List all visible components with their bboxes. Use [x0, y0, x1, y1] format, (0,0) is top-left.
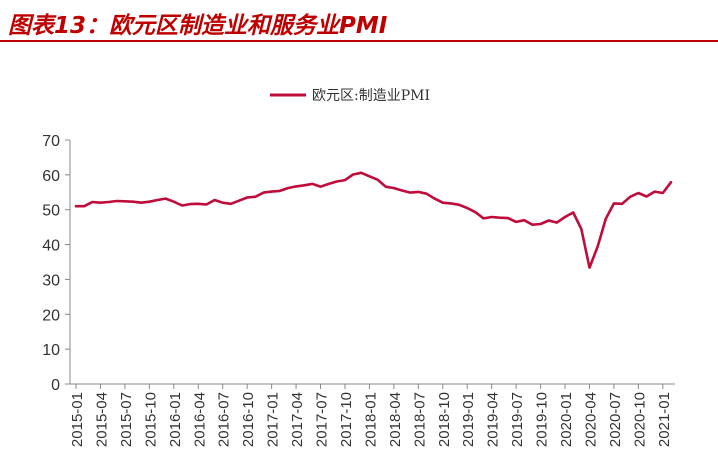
x-tick-label: 2016-01: [167, 392, 184, 447]
x-tick-label: 2017-10: [338, 392, 355, 447]
x-tick-label: 2018-01: [362, 392, 379, 447]
figure-title: 图表13：欧元区制造业和服务业PMI: [8, 13, 388, 39]
x-tick-label: 2019-04: [485, 392, 502, 447]
y-tick-label: 30: [42, 272, 60, 289]
y-tick-label: 40: [42, 238, 60, 255]
x-tick-label: 2018-04: [387, 392, 404, 447]
y-axis: 0 10 20 30 40 50 60 70: [42, 133, 71, 394]
x-tick-label: 2015-04: [93, 392, 110, 447]
y-tick-label: 50: [42, 203, 60, 220]
x-tick-label: 2015-01: [69, 392, 86, 447]
x-tick-label: 2017-04: [289, 392, 306, 447]
x-axis: 2015-01 2015-04 2015-07 2015-10 2016-01 2016-…: [69, 383, 675, 447]
y-tick-label: 20: [42, 307, 60, 324]
y-tick-label: 10: [42, 342, 60, 359]
x-tick-label: 2019-10: [534, 392, 551, 447]
x-tick-label: 2015-10: [142, 392, 159, 447]
x-tick-label: 2016-04: [191, 392, 208, 447]
plot-area: [74, 171, 673, 269]
x-tick-label: 2017-01: [265, 392, 282, 447]
series-line-manufacturing-pmi: [74, 171, 673, 269]
x-tick-label: 2018-10: [436, 392, 453, 447]
x-tick-label: 2018-07: [411, 392, 428, 447]
y-tick-label: 0: [51, 377, 60, 394]
x-tick-label: 2017-07: [314, 392, 331, 447]
legend-label-manufacturing-pmi: 欧元区:制造业PMI: [312, 88, 430, 104]
x-tick-label: 2020-07: [607, 392, 624, 447]
x-tick-label: 2019-07: [509, 392, 526, 447]
x-tick-label: 2020-10: [631, 392, 648, 447]
figure-header: 图表13：欧元区制造业和服务业PMI: [0, 0, 718, 44]
x-tick-label: 2016-07: [216, 392, 233, 447]
x-tick-label: 2020-04: [582, 392, 599, 447]
x-tick-label: 2021-01: [656, 392, 673, 447]
title-rule: [0, 40, 718, 42]
x-tick-label: 2020-01: [558, 392, 575, 447]
y-tick-label: 60: [42, 168, 60, 185]
x-tick-label: 2015-07: [118, 392, 135, 447]
chart-legend: 欧元区:制造业PMI: [270, 88, 430, 104]
x-tick-label: 2016-10: [240, 392, 257, 447]
y-tick-label: 70: [42, 133, 60, 150]
x-tick-label: 2019-01: [460, 392, 477, 447]
